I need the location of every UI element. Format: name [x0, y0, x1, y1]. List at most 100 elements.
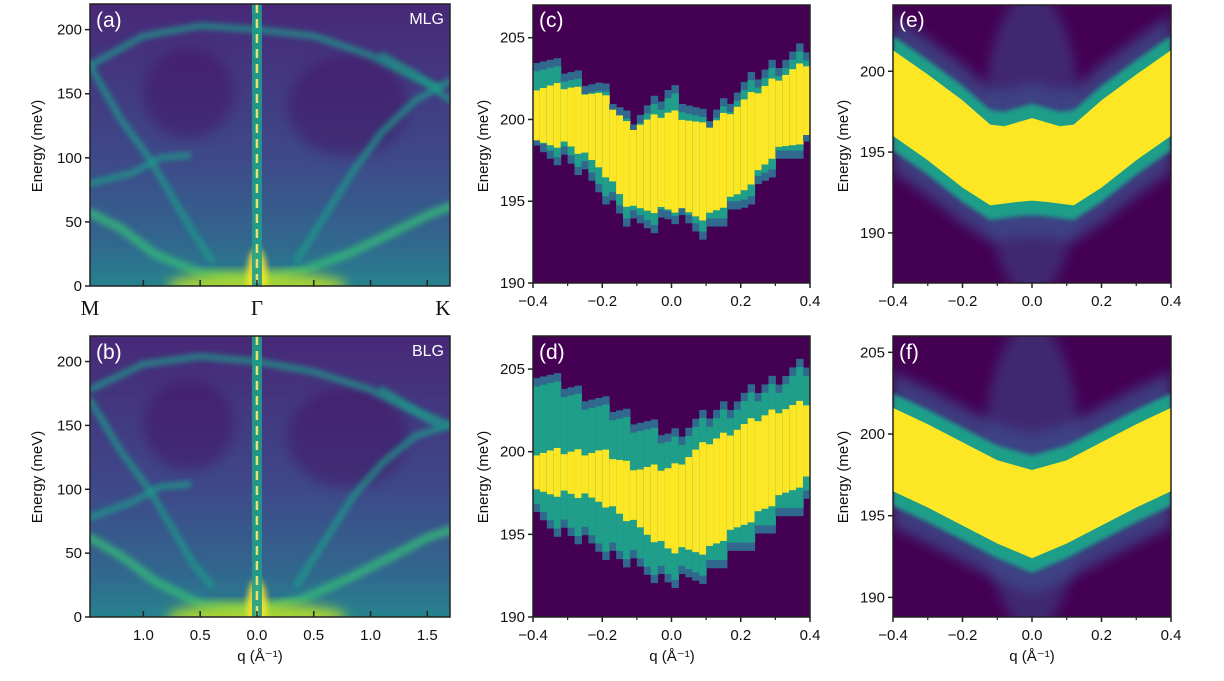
ytick-label-d: 205: [500, 361, 525, 378]
heatmap-cell: [546, 450, 555, 495]
band-right-upper-branch: [293, 77, 450, 264]
xlabel-f: q (Å⁻¹): [1009, 648, 1054, 665]
heatmap-background: [90, 336, 450, 617]
heatmap-cell: [553, 447, 562, 497]
ytick-label-d: 190: [500, 609, 525, 626]
plot-area-e: [893, 5, 1171, 283]
panel-a-mlg-dispersion: 0 50 100 150 200 Energy (meV) M Γ K (a) MLG: [29, 3, 451, 320]
ytick-label-b: 200: [57, 354, 82, 371]
band-core: [893, 50, 1171, 206]
xtick-label-b: 0.5: [303, 627, 324, 644]
ytick-label-b: 100: [57, 481, 82, 498]
heatmap-cell: [699, 122, 707, 221]
panel-c-mlg-zoom-exp: 190 195 200 205 −0.4 −0.2 0.0 0.2 0.4 Energy (meV…: [475, 4, 820, 310]
ylabel-e: Energy (meV): [835, 100, 852, 193]
xtick-label-d: 0.0: [661, 627, 682, 644]
ylabel-f: Energy (meV): [835, 431, 852, 524]
heatmap-cell: [650, 114, 659, 214]
heatmap-cell: [588, 452, 596, 498]
xtick-label-f: 0.0: [1022, 627, 1043, 644]
heatmap-cell: [643, 119, 652, 211]
heatmap-cell: [602, 95, 610, 178]
heatmap-cell: [754, 93, 763, 171]
heatmap-cell: [533, 386, 541, 504]
xlabel-d: q (Å⁻¹): [649, 648, 694, 665]
sample-label-blg: BLG: [412, 343, 444, 360]
heatmap-cell: [747, 92, 756, 185]
ylabel-d: Energy (meV): [475, 431, 492, 524]
xtick-label-b: 1.0: [360, 627, 381, 644]
xtick-label-c: 0.2: [730, 293, 751, 310]
xtick-label-f: −0.4: [878, 627, 908, 644]
heatmap-cell: [775, 413, 783, 496]
symmetry-label-gamma: Γ: [251, 296, 263, 320]
heatmap-cell: [678, 119, 686, 209]
sample-label-mlg: MLG: [409, 11, 444, 28]
band-right-upper-branch: [293, 422, 450, 589]
xtick-label-f: 0.4: [1161, 627, 1182, 644]
panel-label-a: (a): [96, 9, 122, 32]
plot-frame-a: [89, 3, 451, 287]
heatmap-cell: [595, 92, 603, 168]
xtick-label-e: −0.2: [948, 293, 978, 310]
ylabel-a: Energy (meV): [29, 100, 46, 193]
heatmap-cell: [754, 421, 763, 512]
heatmap-cell: [726, 435, 735, 530]
intensity-patch: [143, 48, 234, 139]
symmetry-label-k: K: [435, 296, 450, 320]
plot-area-c: [533, 5, 810, 283]
heatmap-cell: [685, 120, 693, 213]
heatmap-cell: [789, 69, 797, 146]
panel-label-b: (b): [96, 341, 122, 364]
intensity-patch: [287, 56, 408, 157]
ytick-label-a: 200: [57, 22, 82, 39]
heatmap-cell: [609, 109, 617, 182]
heatmap-cell: [595, 450, 603, 502]
heatmap-cell: [678, 464, 686, 548]
xtick-label-b: 1.5: [417, 627, 438, 644]
heatmap-cell: [733, 429, 742, 528]
heatmap-cell: [796, 400, 804, 488]
band-right-lower-branch: [252, 525, 450, 616]
symmetry-label-m: M: [81, 296, 100, 320]
ytick-label-c: 195: [500, 193, 525, 210]
heatmap-cell: [567, 451, 576, 494]
ytick-label-b: 50: [65, 545, 82, 562]
ytick-label-e: 200: [860, 63, 885, 80]
xtick-label-f: −0.2: [948, 627, 978, 644]
ytick-label-e: 195: [860, 144, 885, 161]
heatmap-cell: [796, 63, 804, 145]
heatmap-cell: [692, 449, 700, 553]
heatmap-cell: [761, 85, 769, 165]
xtick-label-e: 0.4: [1161, 293, 1182, 310]
heatmap-cell: [546, 85, 555, 146]
heatmap-cell: [581, 455, 589, 494]
heatmap-cell: [782, 409, 790, 493]
ytick-label-a: 150: [57, 86, 82, 103]
heatmap-cell: [567, 87, 576, 147]
xtick-label-e: 0.0: [1022, 293, 1043, 310]
ylabel-c: Energy (meV): [475, 100, 492, 193]
heatmap-cell: [560, 454, 569, 491]
heatmap-cell: [657, 117, 666, 207]
heatmap-cell: [636, 124, 645, 209]
panel-label-f: (f): [899, 341, 919, 364]
band-core: [893, 407, 1171, 559]
ytick-label-b: 0: [74, 609, 82, 626]
plot-area-d: [533, 336, 810, 617]
ytick-label-a: 0: [74, 278, 82, 295]
ytick-label-c: 205: [500, 30, 525, 47]
intensity-patch: [287, 388, 408, 489]
ytick-label-a: 50: [65, 214, 82, 231]
heatmap-cell: [533, 90, 541, 141]
heatmap-cell: [713, 438, 721, 544]
band-left-upper-branch: [90, 396, 215, 589]
heatmap-cell: [782, 74, 790, 147]
band-left-mid-branch: [90, 481, 192, 521]
heatmap-cell: [574, 449, 582, 498]
heatmap-cell: [650, 464, 659, 543]
xtick-label-e: 0.2: [1091, 293, 1112, 310]
band-right-lower-branch: [252, 202, 450, 285]
heatmap-cell: [539, 452, 548, 492]
